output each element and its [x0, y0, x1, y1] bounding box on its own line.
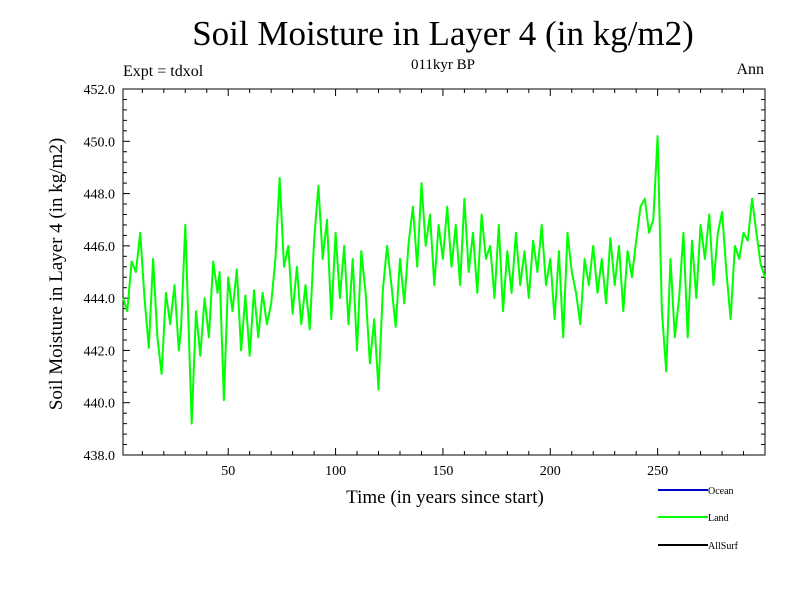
x-tick-label: 50: [221, 464, 235, 479]
y-tick-label: 448.0: [84, 188, 116, 203]
y-tick-label: 442.0: [84, 344, 116, 359]
y-tick-label: 452.0: [84, 83, 116, 98]
legend-label-allsurf: AllSurf: [708, 541, 739, 552]
x-tick-label: 150: [432, 464, 453, 479]
x-tick-label: 250: [647, 464, 668, 479]
chart-subtitle: 011kyr BP: [410, 57, 476, 73]
y-tick-label: 440.0: [84, 397, 116, 412]
y-tick-label: 444.0: [84, 292, 116, 307]
y-tick-label: 450.0: [84, 135, 116, 150]
y-tick-label: 438.0: [84, 449, 116, 464]
x-tick-label: 100: [325, 464, 346, 479]
legend-label-land: Land: [708, 513, 729, 524]
y-tick-label: 446.0: [84, 240, 116, 255]
chart-title: Soil Moisture in Layer 4 (in kg/m2): [192, 14, 694, 53]
plot-frame: [122, 88, 766, 456]
x-tick-label: 200: [540, 464, 561, 479]
legend-label-ocean: Ocean: [708, 486, 734, 497]
series-line-land: [122, 135, 766, 425]
experiment-label: Expt = tdxol: [123, 63, 204, 80]
season-label: Ann: [736, 61, 764, 78]
x-axis-label: Time (in years since start): [346, 487, 544, 508]
y-axis-label: Soil Moisture in Layer 4 (in kg/m2): [46, 138, 67, 410]
